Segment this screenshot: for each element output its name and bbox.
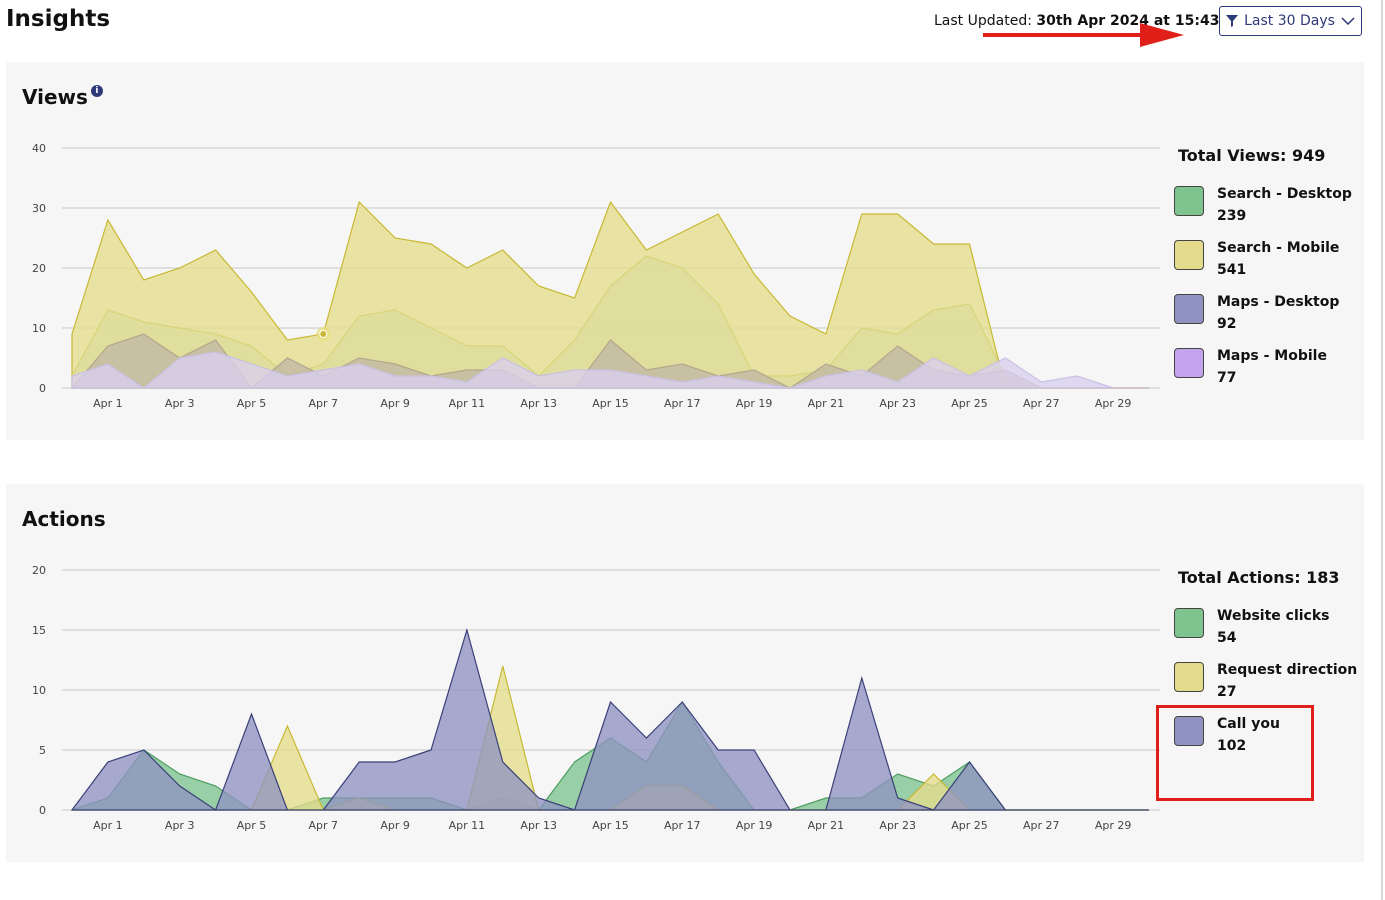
annotation-highlight-box — [1156, 705, 1314, 801]
legend-value: 77 — [1217, 370, 1237, 386]
x-tick-label: Apr 21 — [808, 397, 845, 410]
legend-item-website-clicks[interactable]: Website clicks 54 — [1174, 608, 1344, 652]
legend-item-maps-mobile[interactable]: Maps - Mobile 77 — [1174, 348, 1344, 392]
legend-item-call-you[interactable]: Call you 102 — [1174, 716, 1344, 760]
info-icon[interactable]: i — [90, 85, 103, 97]
x-tick-label: Apr 17 — [664, 397, 701, 410]
last-updated-value: 30th Apr 2024 at 15:43:05 — [1036, 13, 1245, 29]
x-tick-label: Apr 1 — [93, 819, 123, 832]
x-tick-label: Apr 21 — [808, 819, 845, 832]
legend-item-maps-desktop[interactable]: Maps - Desktop 92 — [1174, 294, 1344, 338]
last-updated-label: Last Updated: — [934, 13, 1032, 29]
x-tick-label: Apr 5 — [237, 397, 267, 410]
legend-label: Search - Mobile — [1217, 240, 1340, 256]
legend-swatch — [1174, 186, 1204, 216]
x-tick-label: Apr 3 — [165, 397, 195, 410]
x-tick-label: Apr 25 — [951, 397, 988, 410]
x-tick-label: Apr 15 — [592, 819, 629, 832]
x-tick-label: Apr 11 — [449, 397, 486, 410]
legend-value: 239 — [1217, 208, 1247, 224]
page-title: Insights — [6, 6, 111, 32]
views-title: Views i — [22, 85, 103, 109]
actions-title: Actions — [22, 507, 106, 531]
x-tick-label: Apr 9 — [380, 397, 410, 410]
y-tick-label: 0 — [39, 804, 46, 817]
legend-label: Website clicks — [1217, 608, 1330, 624]
legend-item-request-direction[interactable]: Request direction 27 — [1174, 662, 1357, 706]
legend-swatch — [1174, 608, 1204, 638]
y-tick-label: 20 — [32, 564, 46, 577]
filter-icon — [1226, 15, 1239, 27]
chevron-down-icon — [1341, 17, 1355, 25]
x-tick-label: Apr 15 — [592, 397, 629, 410]
legend-label: Maps - Desktop — [1217, 294, 1340, 310]
actions-chart: 0 5 10 15 20 Apr 1 Apr 3 Apr 5 Apr 7 Apr 9 Apr 11 A… — [32, 564, 1160, 832]
legend-swatch — [1174, 662, 1204, 692]
legend-item-search-mobile[interactable]: Search - Mobile 541 — [1174, 240, 1344, 284]
x-tick-label: Apr 13 — [520, 819, 557, 832]
legend-swatch — [1174, 348, 1204, 378]
actions-total: Total Actions: 183 — [1178, 568, 1340, 587]
x-tick-label: Apr 23 — [879, 819, 916, 832]
x-tick-label: Apr 17 — [664, 819, 701, 832]
x-tick-label: Apr 7 — [309, 397, 339, 410]
date-range-label: Last 30 Days — [1244, 13, 1335, 29]
views-title-text: Views — [22, 85, 88, 109]
views-chart: 0 10 20 30 40 Apr 1 Apr 3 Apr 5 Apr 7 Apr 9 Apr 11… — [32, 142, 1160, 410]
legend-item-search-desktop[interactable]: Search - Desktop 239 — [1174, 186, 1352, 230]
views-total: Total Views: 949 — [1178, 146, 1326, 165]
y-tick-label: 0 — [39, 382, 46, 395]
x-tick-label: Apr 25 — [951, 819, 988, 832]
x-tick-label: Apr 7 — [309, 819, 339, 832]
legend-value: 54 — [1217, 630, 1237, 646]
x-tick-label: Apr 13 — [520, 397, 557, 410]
x-tick-label: Apr 19 — [736, 819, 773, 832]
legend-swatch — [1174, 240, 1204, 270]
x-tick-label: Apr 11 — [449, 819, 486, 832]
hover-point[interactable] — [319, 330, 328, 338]
legend-value: 27 — [1217, 684, 1237, 700]
x-tick-label: Apr 1 — [93, 397, 123, 410]
y-tick-label: 20 — [32, 262, 46, 275]
x-tick-label: Apr 27 — [1023, 397, 1060, 410]
legend-label: Maps - Mobile — [1217, 348, 1327, 364]
legend-value: 541 — [1217, 262, 1247, 278]
series-area-search-desktop[interactable] — [71, 255, 1149, 389]
x-tick-label: Apr 23 — [879, 397, 916, 410]
annotation-arrow — [983, 23, 1184, 47]
legend-label: Search - Desktop — [1217, 186, 1352, 202]
legend-label: Call you — [1217, 716, 1280, 732]
y-tick-label: 40 — [32, 142, 46, 155]
last-updated: Last Updated: 30th Apr 2024 at 15:43:05 — [934, 13, 1245, 29]
x-tick-label: Apr 29 — [1095, 397, 1132, 410]
y-tick-label: 5 — [39, 744, 46, 757]
x-tick-label: Apr 19 — [736, 397, 773, 410]
x-tick-label: Apr 3 — [165, 819, 195, 832]
y-tick-label: 10 — [32, 322, 46, 335]
x-tick-label: Apr 5 — [237, 819, 267, 832]
legend-value: 92 — [1217, 316, 1237, 332]
x-tick-label: Apr 29 — [1095, 819, 1132, 832]
series-area-maps-mobile[interactable] — [71, 351, 1149, 389]
x-tick-label: Apr 9 — [380, 819, 410, 832]
y-tick-label: 10 — [32, 684, 46, 697]
date-range-filter-button[interactable]: Last 30 Days — [1219, 6, 1362, 36]
series-area-call-you[interactable] — [70, 627, 1149, 811]
scrollbar[interactable] — [1381, 0, 1383, 900]
y-tick-label: 30 — [32, 202, 46, 215]
x-tick-label: Apr 27 — [1023, 819, 1060, 832]
legend-swatch — [1174, 294, 1204, 324]
legend-value: 102 — [1217, 738, 1247, 754]
y-tick-label: 15 — [32, 624, 46, 637]
legend-label: Request direction — [1217, 662, 1358, 678]
legend-swatch — [1174, 716, 1204, 746]
